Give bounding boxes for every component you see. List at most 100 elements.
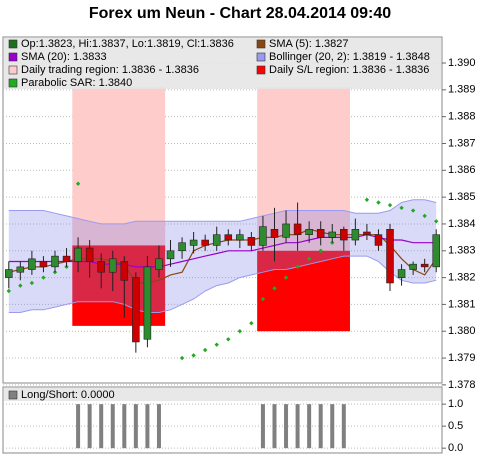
bar bbox=[318, 404, 323, 449]
bar bbox=[272, 404, 277, 449]
y-tick-label: 1.382 bbox=[448, 271, 476, 283]
legend-label: Daily trading region: 1.3836 - 1.3836 bbox=[21, 64, 199, 76]
region bbox=[257, 250, 270, 332]
candle-body bbox=[259, 226, 267, 246]
bar bbox=[145, 404, 150, 449]
sar-point bbox=[295, 264, 300, 270]
sar-point bbox=[376, 200, 381, 205]
candle-body bbox=[166, 250, 175, 260]
bar bbox=[110, 404, 115, 449]
sar-point bbox=[306, 256, 312, 262]
bar bbox=[284, 404, 289, 449]
legend-swatch bbox=[256, 39, 266, 49]
region bbox=[141, 87, 154, 246]
candle-body bbox=[155, 258, 163, 270]
region bbox=[303, 87, 316, 251]
legend-swatch bbox=[256, 65, 266, 75]
chart-title: Forex um Neun - Chart 28.04.2014 09:40 bbox=[89, 5, 391, 22]
region bbox=[72, 87, 85, 246]
region bbox=[326, 87, 339, 251]
region bbox=[326, 250, 339, 332]
bar bbox=[330, 404, 335, 449]
region bbox=[268, 250, 281, 332]
legend-swatch bbox=[256, 52, 266, 62]
bar bbox=[76, 404, 81, 449]
bar bbox=[341, 404, 346, 449]
candle-body bbox=[305, 229, 313, 235]
y-tick-label: 1.378 bbox=[448, 379, 476, 391]
candle-body bbox=[293, 223, 302, 235]
sar-point bbox=[249, 320, 254, 326]
main-plot: 1.378 1.379 1.380 1.381 1.382 1.383 1.384 1.385… bbox=[3, 38, 476, 391]
legend-background bbox=[4, 38, 441, 89]
candle-body bbox=[51, 255, 59, 268]
sar-point bbox=[18, 283, 23, 288]
y-tick-label: 1.386 bbox=[448, 164, 476, 176]
candle-body bbox=[282, 223, 290, 238]
bar bbox=[133, 404, 138, 449]
candle-body bbox=[374, 234, 383, 246]
candle-body bbox=[201, 239, 209, 246]
sar-point bbox=[318, 248, 323, 253]
region bbox=[83, 87, 96, 246]
candle-body bbox=[74, 247, 82, 262]
candle-body bbox=[16, 266, 25, 273]
candle-body bbox=[97, 261, 105, 273]
region bbox=[338, 250, 350, 332]
y-tick-label: 1.380 bbox=[448, 325, 476, 337]
sar-point bbox=[272, 286, 277, 291]
legend-label: Parabolic SAR: 1.3840 bbox=[21, 77, 132, 89]
candle-body bbox=[212, 234, 221, 246]
bollinger-upper bbox=[8, 199, 437, 225]
legend-swatch bbox=[8, 39, 18, 49]
candle-body bbox=[189, 239, 198, 246]
sar-point bbox=[179, 355, 185, 361]
sar-point bbox=[191, 353, 196, 358]
region bbox=[314, 250, 327, 332]
bar bbox=[87, 404, 92, 449]
bar bbox=[295, 404, 300, 449]
sar-point bbox=[410, 208, 416, 213]
region bbox=[268, 87, 281, 251]
y-tick-label: 1.388 bbox=[448, 111, 476, 123]
sar-point bbox=[237, 329, 243, 334]
candle-body bbox=[108, 258, 117, 273]
candle-body bbox=[28, 258, 36, 270]
bar bbox=[156, 404, 161, 449]
sar-point bbox=[214, 342, 219, 347]
region bbox=[153, 87, 166, 246]
sar-point bbox=[364, 197, 370, 203]
sar-point bbox=[75, 181, 81, 186]
bar bbox=[260, 404, 265, 449]
y-tick-label: 0.0 bbox=[448, 442, 463, 454]
region bbox=[106, 87, 119, 246]
candle-body bbox=[120, 261, 129, 281]
region bbox=[257, 87, 270, 251]
legend-swatch bbox=[8, 78, 18, 88]
legend-swatch bbox=[8, 390, 18, 400]
region bbox=[338, 87, 350, 251]
legend-label: SMA (20): 1.3833 bbox=[21, 51, 107, 63]
legend-label: Op:1.3823, Hi:1.3837, Lo:1.3819, Cl:1.38… bbox=[21, 38, 234, 50]
candle-body bbox=[432, 234, 440, 268]
candle-body bbox=[409, 263, 417, 270]
candle-body bbox=[178, 242, 186, 252]
region bbox=[280, 250, 293, 332]
candle-body bbox=[328, 231, 337, 238]
y-tick-label: 0.5 bbox=[448, 420, 463, 432]
y-tick-label: 1.389 bbox=[448, 84, 476, 96]
sar-point bbox=[202, 347, 208, 353]
y-tick-label: 1.379 bbox=[448, 352, 476, 364]
sar-point bbox=[422, 213, 427, 219]
candle-body bbox=[143, 266, 152, 340]
legend-swatch bbox=[8, 65, 18, 75]
candle-body bbox=[224, 234, 233, 241]
sar-point bbox=[434, 219, 439, 224]
bollinger-lower bbox=[8, 255, 437, 313]
legend-background bbox=[4, 388, 441, 401]
candle-body bbox=[236, 234, 244, 241]
candle-body bbox=[397, 269, 406, 278]
sar-point bbox=[226, 337, 231, 342]
candle-body bbox=[270, 229, 279, 238]
